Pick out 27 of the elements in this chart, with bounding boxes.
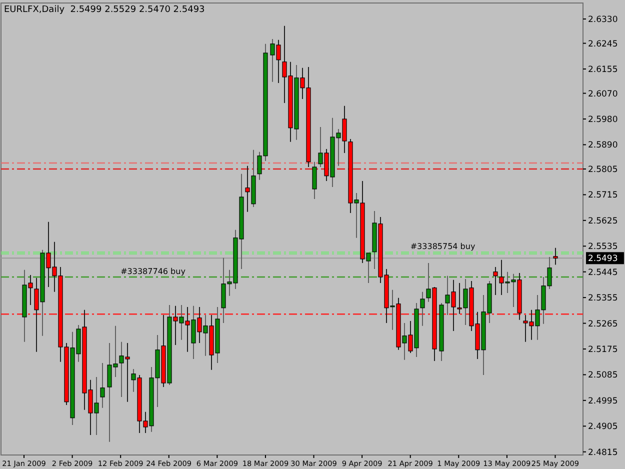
chart-title: EURLFX,Daily 2.5499 2.5529 2.5470 2.5493 xyxy=(4,5,205,15)
annotation: #33387746 buy xyxy=(120,267,186,276)
candlestick xyxy=(420,291,425,326)
y-tick-label: 2.5175 xyxy=(588,344,618,355)
y-tick-label: 2.5535 xyxy=(588,242,618,252)
y-tick-label: 2.6330 xyxy=(588,14,618,25)
y-tick-label: 2.5715 xyxy=(588,190,618,201)
y-tick-label: 2.4905 xyxy=(588,422,618,432)
y-tick-label: 2.5265 xyxy=(588,319,618,330)
y-tick-label: 2.4995 xyxy=(588,396,618,406)
y-tick-label: 2.6155 xyxy=(588,64,618,75)
y-tick-label: 2.5625 xyxy=(588,216,618,226)
y-tick-label: 2.5445 xyxy=(588,268,618,278)
y-tick-label: 2.5805 xyxy=(588,164,618,175)
candlestick xyxy=(100,362,105,408)
y-tick-label: 2.5980 xyxy=(588,114,618,125)
y-tick-label: 2.5085 xyxy=(588,370,618,381)
y-tick-label: 2.6070 xyxy=(588,89,618,100)
y-tick-label: 2.4815 xyxy=(588,448,618,458)
y-tick-label: 2.5890 xyxy=(588,140,618,151)
candlestick xyxy=(493,266,498,296)
ref-line-label: 2.5493 xyxy=(588,254,618,264)
y-tick-label: 2.5355 xyxy=(588,294,618,304)
candlestick xyxy=(553,247,558,266)
y-tick-label: 2.6245 xyxy=(588,39,618,50)
candlestick xyxy=(312,161,317,200)
annotation: #33385754 buy xyxy=(410,242,476,252)
